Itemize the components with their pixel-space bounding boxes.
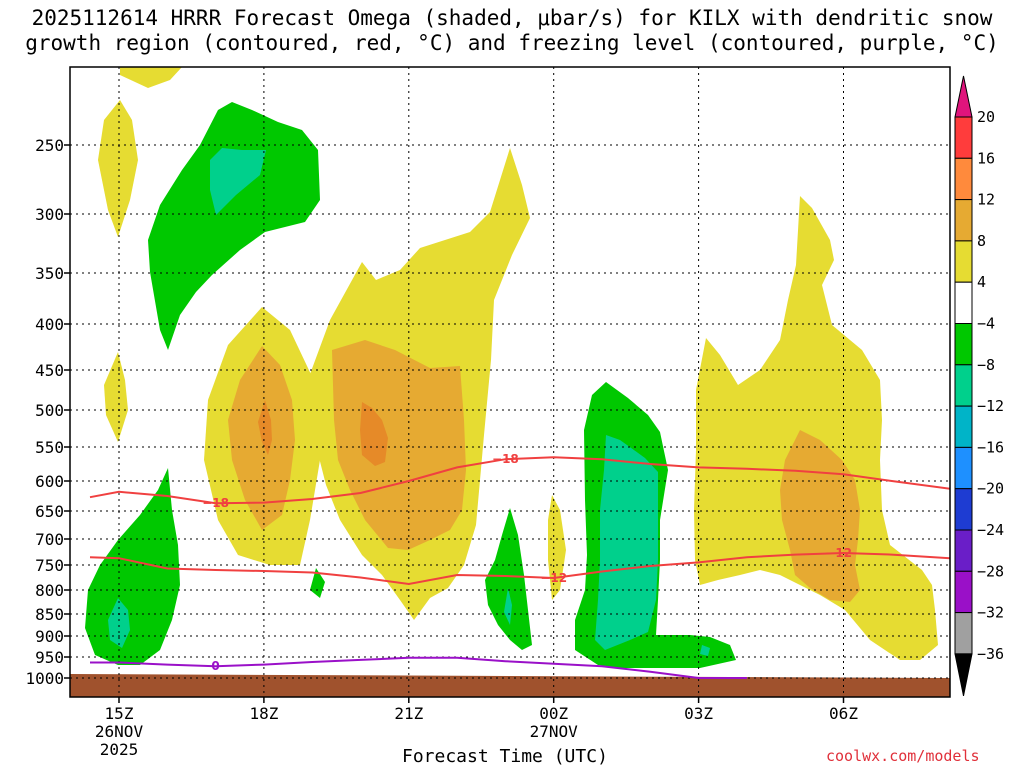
- omega-region-green: [148, 102, 320, 350]
- y-tick-label: 1000: [25, 669, 64, 688]
- omega-region-yellow: [548, 495, 566, 600]
- y-tick-label: 400: [35, 315, 64, 334]
- omega-region-teal: [700, 645, 710, 656]
- omega-region-green: [485, 508, 532, 650]
- x-axis-label: Forecast Time (UTC): [402, 746, 608, 767]
- x-tick-label: 03Z: [684, 704, 713, 723]
- colorbar-label: −8: [977, 356, 995, 374]
- x-tick-label: 06Z: [829, 704, 858, 723]
- colorbar-swatch: [954, 199, 973, 242]
- colorbar-swatch: [954, 364, 973, 407]
- omega-shading: [70, 67, 950, 697]
- y-tick-label: 700: [35, 530, 64, 549]
- y-tick-label: 350: [35, 264, 64, 283]
- omega-region-teal: [595, 435, 658, 650]
- colorbar-swatch: [954, 157, 973, 201]
- surface-terrain: [70, 674, 950, 697]
- y-tick-label: 800: [35, 581, 64, 600]
- x-tick-label: 21Z: [394, 704, 423, 723]
- colorbar-swatch: [954, 612, 973, 655]
- omega-region-orange: [360, 402, 388, 466]
- x-date-label: 26NOV: [95, 722, 144, 741]
- omega-region-green: [310, 568, 325, 598]
- omega-region-teal: [504, 588, 512, 625]
- y-tick-label: 500: [35, 401, 64, 420]
- colorbar-swatch: [954, 529, 973, 572]
- colorbar-label: 4: [977, 273, 986, 291]
- colorbar-label: −4: [977, 315, 995, 333]
- omega-region-green: [85, 468, 180, 665]
- omega-region-yellow: [694, 196, 938, 660]
- colorbar-label: −28: [977, 562, 1004, 580]
- colorbar-label: −32: [977, 604, 1004, 622]
- contour-label: −12: [540, 571, 567, 585]
- y-tick-label: 750: [35, 556, 64, 575]
- watermark-link[interactable]: coolwx.com/models: [826, 747, 980, 765]
- colorbar-top-arrow: [954, 75, 973, 118]
- contours: −18 −18 −12 −12 0: [89, 452, 950, 679]
- y-tick-label: 550: [35, 438, 64, 457]
- chart-title: 2025112614 HRRR Forecast Omega (shaded, …: [0, 6, 1024, 56]
- omega-region-yellow: [98, 100, 138, 237]
- colorbar-bottom-arrow: [954, 653, 973, 696]
- colorbar-label: −16: [977, 438, 1004, 456]
- y-tick-label: 300: [35, 205, 64, 224]
- colorbar-swatch: [954, 281, 973, 325]
- x-date-label: 2025: [100, 740, 139, 759]
- title-line-1: 2025112614 HRRR Forecast Omega (shaded, …: [31, 6, 993, 30]
- y-tick-label: 600: [35, 472, 64, 491]
- colorbar-swatch: [954, 405, 973, 448]
- colorbar-swatch: [954, 116, 973, 159]
- omega-region-lightorange: [332, 340, 466, 550]
- contour-label: −18: [492, 452, 519, 466]
- colorbar-swatch: [954, 240, 973, 283]
- y-axis: 250 300 350 400 450 500 550 600 650 700 750 800 850 9…: [25, 136, 70, 688]
- omega-region-orange: [258, 400, 272, 455]
- contour-freezing_0: [90, 656, 747, 679]
- colorbar-label: 20: [977, 108, 995, 126]
- x-date-label: 27NOV: [530, 722, 579, 741]
- colorbar-label: 12: [977, 191, 995, 209]
- x-tick-label: 00Z: [539, 704, 568, 723]
- contour-label: 0: [211, 659, 219, 673]
- colorbar-swatch: [954, 488, 973, 531]
- title-line-2: growth region (contoured, red, °C) and f…: [25, 31, 999, 55]
- contour-label: −18: [202, 496, 229, 510]
- omega-region-yellow: [104, 352, 128, 442]
- colorbar-label: −12: [977, 397, 1004, 415]
- colorbar: 20 16 12 8 4 −4 −8 −12 −16 −20 −24 −28 −32 −36: [954, 75, 1004, 696]
- y-tick-label: 450: [35, 361, 64, 380]
- y-tick-label: 250: [35, 136, 64, 155]
- colorbar-label: −24: [977, 521, 1004, 539]
- y-tick-label: 900: [35, 627, 64, 646]
- colorbar-label: 8: [977, 232, 986, 250]
- colorbar-label: 16: [977, 149, 995, 167]
- colorbar-label: −36: [977, 645, 1004, 663]
- colorbar-label: −20: [977, 480, 1004, 498]
- colorbar-swatch: [954, 570, 973, 614]
- omega-region-yellow: [120, 67, 182, 88]
- x-tick-label: 18Z: [249, 704, 278, 723]
- colorbar-swatch: [954, 446, 973, 490]
- plot-frame: [69, 66, 951, 698]
- omega-region-teal: [210, 148, 266, 215]
- y-tick-label: 650: [35, 502, 64, 521]
- contour-dgz_-12: [89, 551, 950, 586]
- y-tick-label: 850: [35, 605, 64, 624]
- x-tick-label: 15Z: [105, 704, 134, 723]
- colorbar-swatch: [954, 323, 973, 366]
- contour-dgz_-18: [89, 456, 950, 505]
- contour-label: −12: [825, 546, 852, 560]
- y-tick-label: 950: [35, 648, 64, 667]
- grid: [70, 67, 950, 697]
